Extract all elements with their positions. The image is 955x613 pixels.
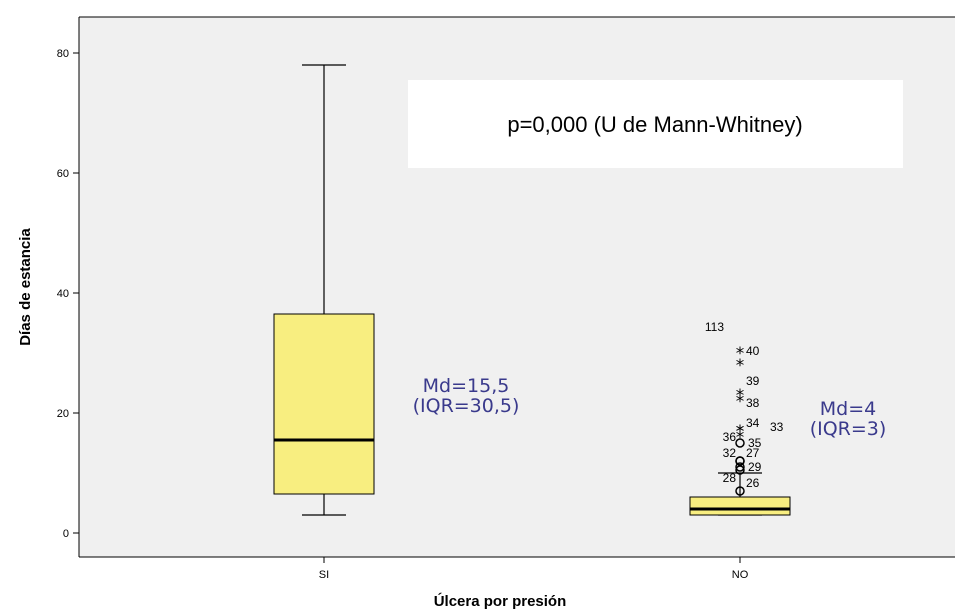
y-tick-label: 60 [57, 168, 69, 180]
outlier-label: 34 [746, 416, 760, 430]
test-annotation-box: p=0,000 (U de Mann-Whitney) [408, 80, 903, 168]
box-si: Md=15,5(IQR=30,5) [273, 64, 520, 516]
outlier-label: 39 [746, 374, 760, 388]
outlier-star: * [736, 422, 745, 442]
test-annotation-text: p=0,000 (U de Mann-Whitney) [507, 112, 802, 137]
outlier-label: 32 [723, 446, 737, 460]
outlier-circle [735, 486, 745, 496]
outlier-star: * [736, 392, 745, 412]
group-annotation-line: Md=4 [820, 398, 876, 420]
x-tick-label: SI [319, 569, 329, 581]
outlier-circle [735, 462, 745, 472]
outlier-circle [735, 465, 745, 475]
y-tick-label: 40 [57, 288, 69, 300]
iqr-box [689, 496, 791, 516]
x-axis-title: Úlcera por presión [434, 592, 567, 610]
iqr-box [273, 313, 375, 495]
outlier-label: 28 [723, 471, 737, 485]
y-tick-label: 20 [57, 408, 69, 420]
outlier-star: * [736, 422, 745, 442]
outlier-circle [735, 456, 745, 466]
outlier-star: * [736, 386, 745, 406]
outlier-label: 36 [723, 430, 737, 444]
y-axis-ticks: 0 20 40 60 80 [57, 48, 79, 540]
outlier-label: 113 [705, 320, 724, 334]
outlier-label: 27 [746, 446, 760, 460]
outlier-star: * [736, 428, 745, 448]
outlier-label: 33 [770, 420, 784, 434]
group-annotation-line: (IQR=3) [810, 418, 887, 440]
group-annotation-line: (IQR=30,5) [413, 395, 520, 417]
x-axis-ticks: SI NO [319, 557, 749, 581]
outlier-label: 26 [746, 476, 760, 490]
outlier-star: * [736, 356, 745, 376]
y-tick-label: 0 [63, 528, 69, 540]
y-tick-label: 80 [57, 48, 69, 60]
outlier-circle [735, 438, 745, 448]
outlier-label: 38 [746, 396, 760, 410]
outlier-label: 29 [748, 460, 762, 474]
outlier-label: 40 [746, 344, 760, 358]
group-annotation-line: Md=15,5 [423, 375, 510, 397]
y-axis-title: Días de estancia [17, 228, 34, 346]
x-tick-label: NO [732, 569, 749, 581]
outlier-label: 35 [748, 436, 762, 450]
outlier-star: * [736, 344, 745, 364]
